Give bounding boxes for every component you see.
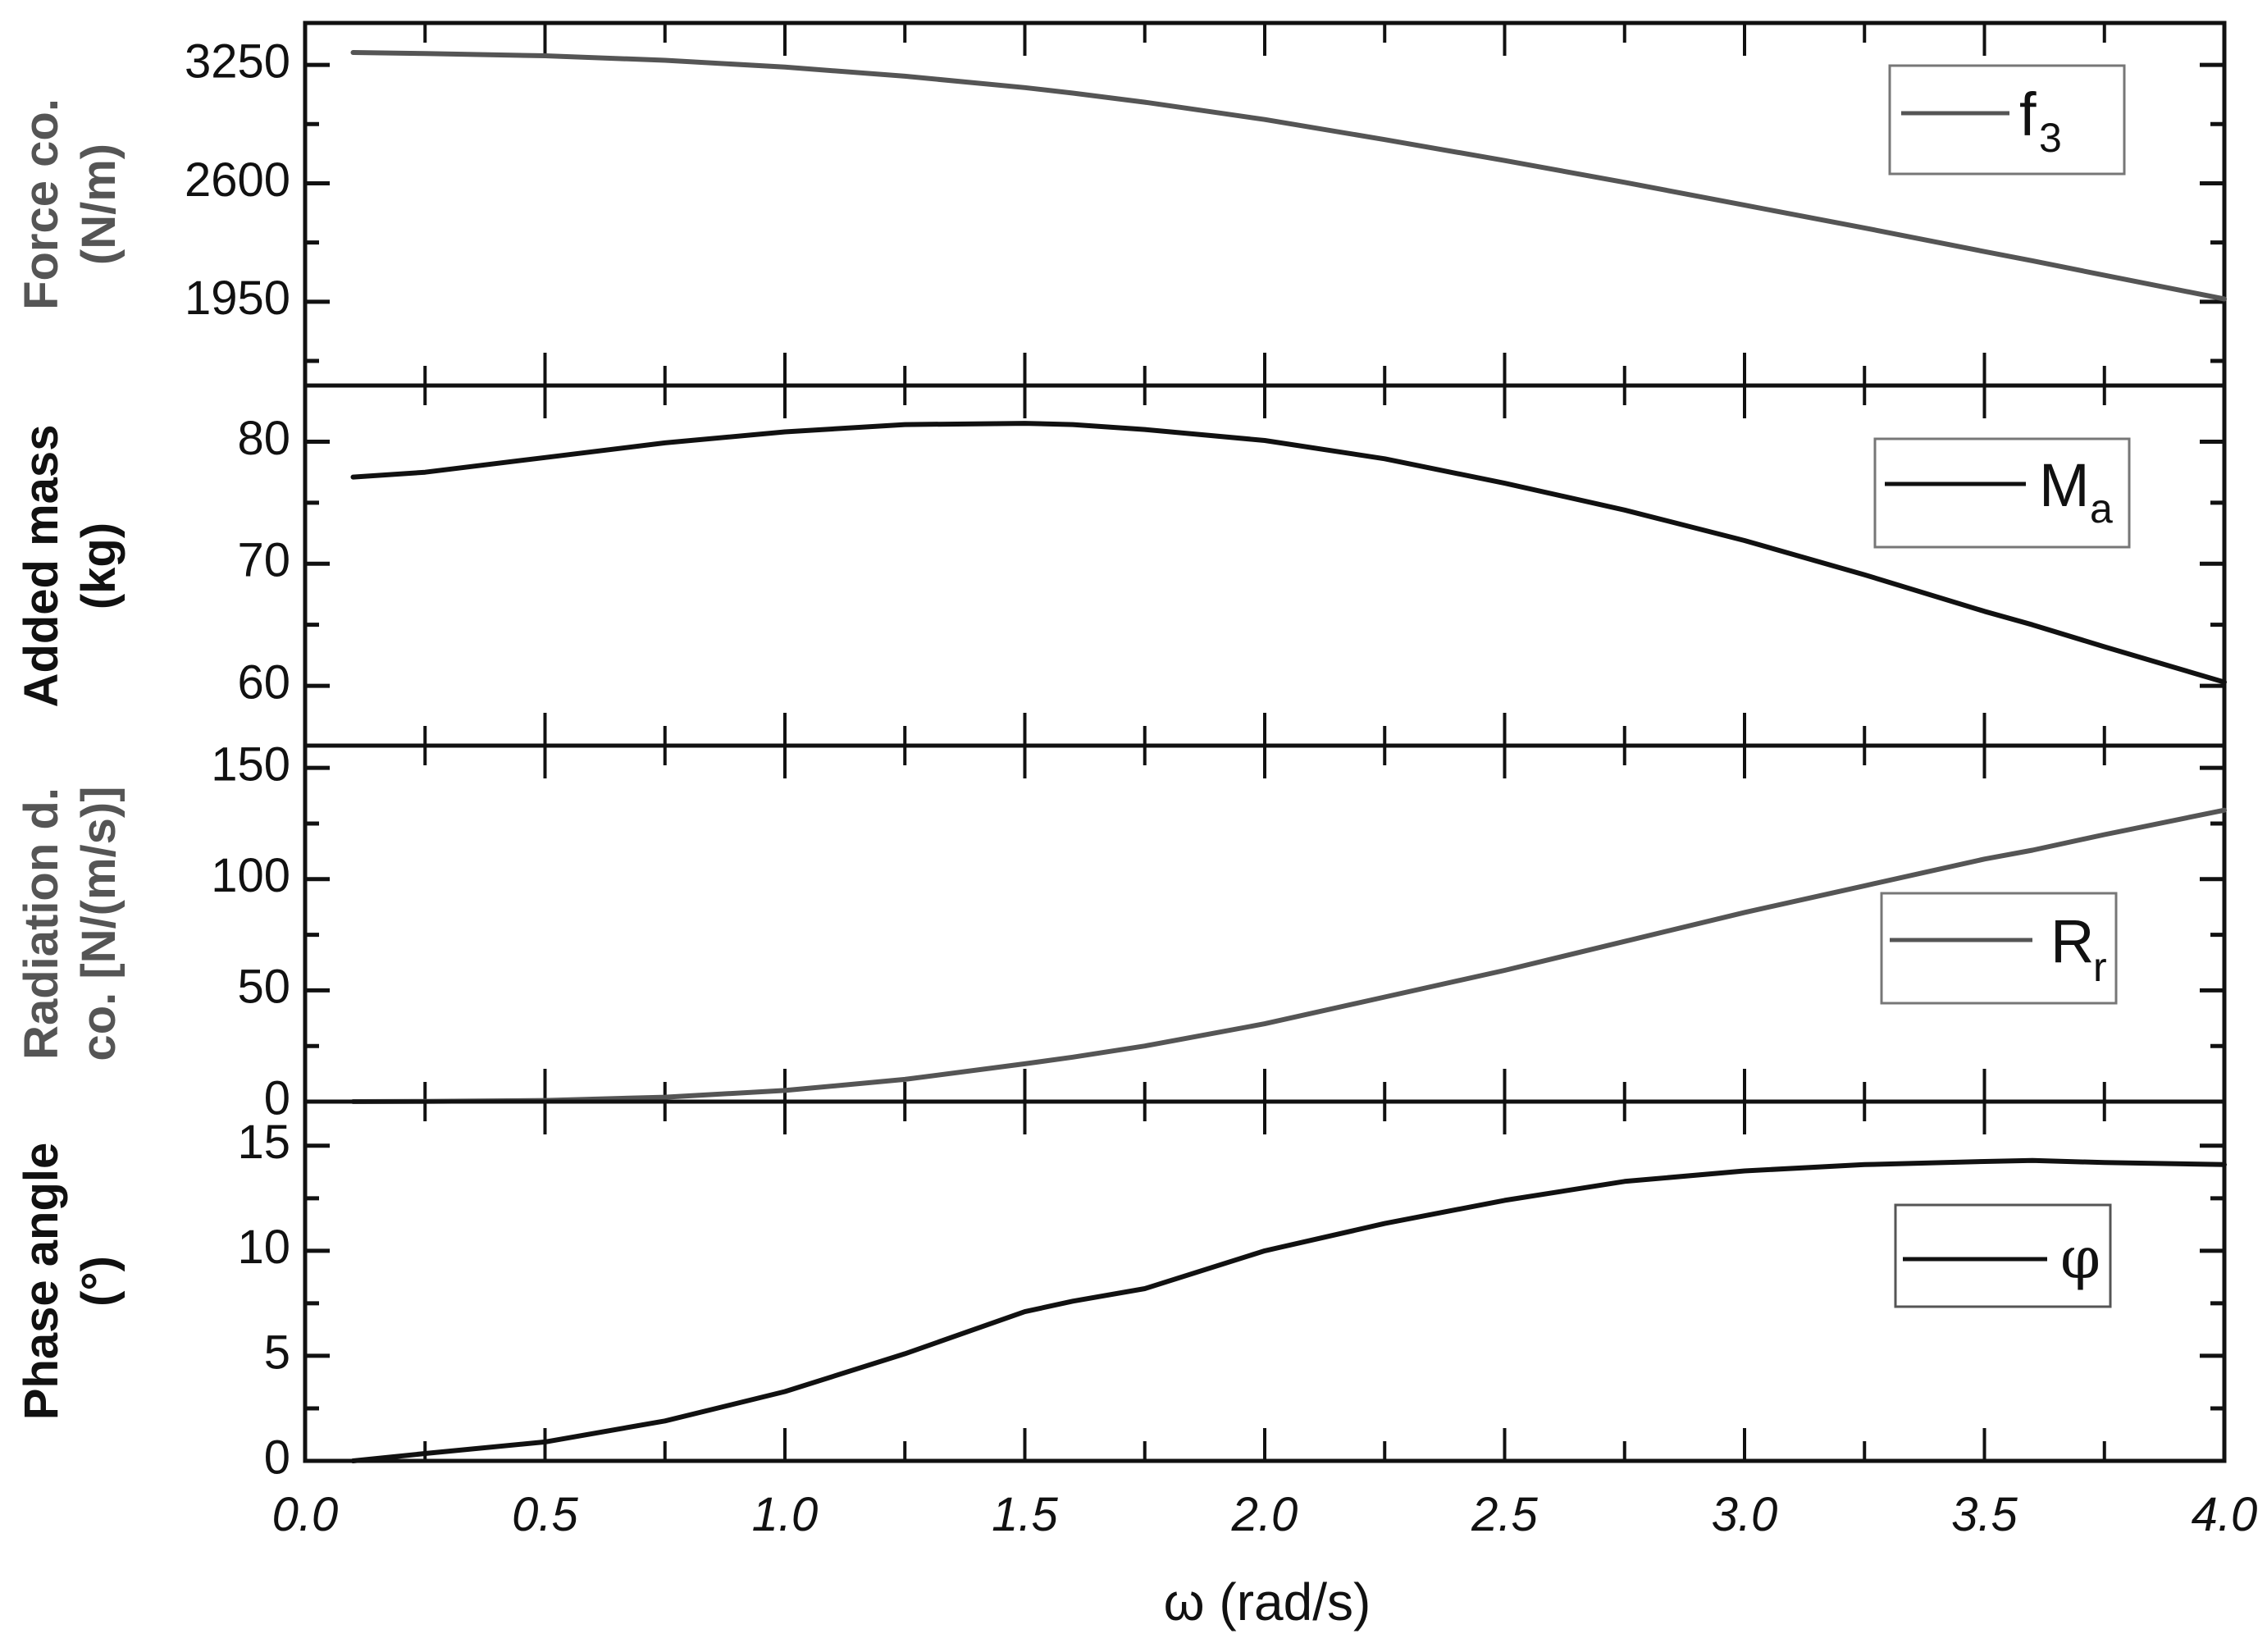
ytick-label: 0 (264, 1431, 290, 1484)
ylabel-added-mass: Added mass (kg) (15, 425, 125, 708)
ytick-label: 5 (264, 1326, 290, 1379)
x-axis-label: ω (rad/s) (1164, 1572, 1371, 1631)
xtick-label: 3.5 (1951, 1488, 2018, 1541)
x-axis-ticks: 0.0 0.5 1.0 1.5 2.0 2.5 3.0 3.5 4.0 (272, 1488, 2258, 1541)
svg-text:φ: φ (2060, 1225, 2101, 1292)
svg-text:f: f (2019, 80, 2037, 148)
svg-text:R: R (2050, 907, 2094, 975)
svg-text:Phase angle: Phase angle (15, 1143, 68, 1420)
ytick-label: 10 (237, 1221, 290, 1274)
panel-added-mass: 60 70 80 (237, 383, 2227, 748)
series-line-added-mass (350, 421, 2227, 685)
panel-phase: 0 5 10 15 (237, 1099, 2227, 1484)
svg-text:Radiation d.: Radiation d. (15, 787, 68, 1060)
svg-text:Force co.: Force co. (15, 98, 68, 310)
svg-text:a: a (2090, 486, 2113, 532)
ytick-label: 60 (237, 655, 290, 709)
series-line-force (350, 50, 2227, 302)
ytick-label: 1950 (185, 272, 290, 325)
ytick-label: 80 (237, 412, 290, 465)
legend-ma: M a (1873, 437, 2131, 549)
legend-f3: f 3 (1888, 64, 2126, 176)
ylabel-force: Force co. (N/m) (15, 98, 125, 310)
svg-text:r: r (2093, 944, 2107, 990)
ytick-label: 3250 (185, 34, 290, 88)
xtick-label: 3.0 (1712, 1488, 1778, 1541)
xtick-label: 2.5 (1471, 1488, 1538, 1541)
ylabel-phase: Phase angle (°) (15, 1143, 125, 1420)
legend-rr: R r (1880, 892, 2118, 1005)
ytick-label: 15 (237, 1116, 290, 1169)
xtick-label: 1.5 (992, 1488, 1058, 1541)
series-line-radiation (350, 807, 2227, 1104)
svg-text:(°): (°) (72, 1256, 125, 1307)
ytick-label: 0 (264, 1071, 290, 1125)
ytick-label: 2600 (185, 153, 290, 207)
legend-phi: φ (1894, 1203, 2112, 1308)
xtick-label: 2.0 (1231, 1488, 1298, 1541)
svg-text:(N/m): (N/m) (72, 144, 125, 265)
ytick-label: 70 (237, 534, 290, 587)
xtick-label: 0.5 (512, 1488, 578, 1541)
xtick-label: 4.0 (2192, 1488, 2258, 1541)
ytick-label: 150 (211, 737, 290, 791)
svg-text:Added mass: Added mass (15, 425, 68, 708)
svg-text:M: M (2039, 451, 2090, 519)
ytick-label: 100 (211, 849, 290, 902)
panels-group: 1950 2600 3250 60 70 80 0 50 100 150 0 5 10 15 0.0 0.5 1… (185, 21, 2258, 1541)
panel-radiation: 0 50 100 150 (211, 737, 2227, 1125)
xtick-label: 1.0 (752, 1488, 819, 1541)
ytick-label: 50 (237, 961, 290, 1014)
ylabel-radiation: Radiation d. co. [N/(m/s)] (15, 786, 125, 1061)
svg-text:(kg): (kg) (72, 523, 125, 609)
svg-text:co. [N/(m/s)]: co. [N/(m/s)] (72, 786, 125, 1061)
svg-text:3: 3 (2039, 115, 2062, 161)
xtick-label: 0.0 (272, 1488, 339, 1541)
series-line-phase (350, 1157, 2227, 1463)
